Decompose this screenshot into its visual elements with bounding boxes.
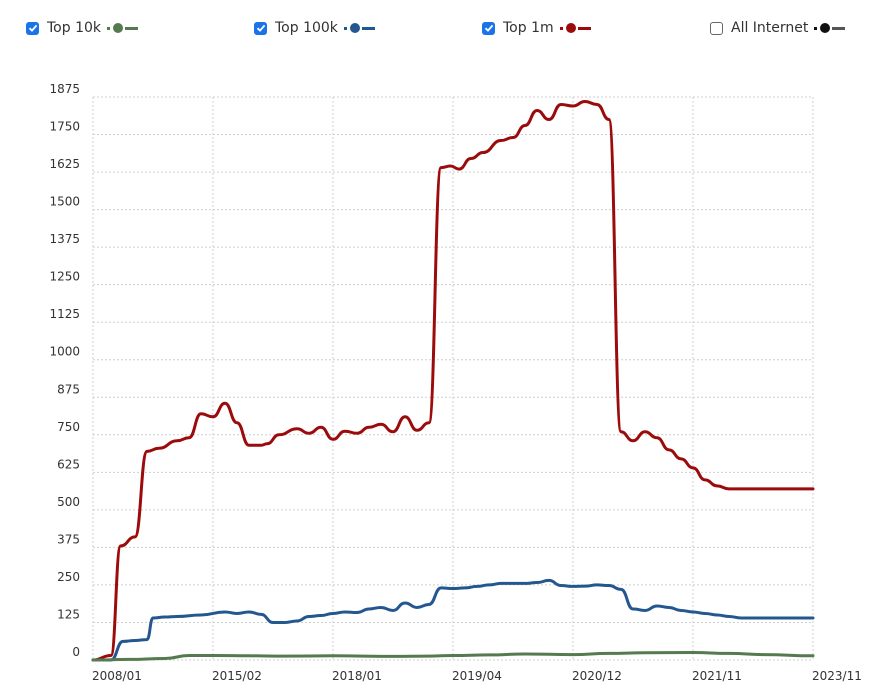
x-tick-label: 2020/12 bbox=[572, 669, 622, 683]
y-tick-label: 875 bbox=[57, 382, 80, 396]
y-tick-label: 250 bbox=[57, 570, 80, 584]
series-swatch-icon bbox=[559, 23, 591, 33]
legend-label: Top 10k bbox=[47, 20, 101, 36]
y-tick-label: 1250 bbox=[49, 270, 80, 284]
y-tick-label: 1125 bbox=[49, 307, 80, 321]
legend-item-top-1m[interactable]: Top 1m bbox=[482, 16, 591, 40]
y-tick-label: 1500 bbox=[49, 195, 80, 209]
x-tick-label: 2008/01 bbox=[92, 669, 142, 683]
y-tick-label: 750 bbox=[57, 420, 80, 434]
checkbox-all-internet[interactable] bbox=[710, 21, 723, 35]
x-tick-label: 2023/11 bbox=[812, 669, 862, 683]
legend-label: Top 1m bbox=[503, 20, 554, 36]
legend-item-all-internet[interactable]: All Internet bbox=[710, 16, 846, 40]
legend-label: Top 100k bbox=[275, 20, 338, 36]
series-swatch-icon bbox=[814, 23, 846, 33]
check-icon bbox=[484, 24, 493, 32]
checkbox-top-10k[interactable] bbox=[26, 21, 39, 35]
legend-item-top-10k[interactable]: Top 10k bbox=[26, 16, 138, 40]
series-line-top-100k[interactable] bbox=[91, 578, 815, 662]
check-icon bbox=[256, 24, 265, 32]
y-tick-label: 375 bbox=[57, 532, 80, 546]
y-tick-label: 1375 bbox=[49, 232, 80, 246]
y-tick-label: 625 bbox=[57, 457, 80, 471]
x-tick-label: 2021/11 bbox=[692, 669, 742, 683]
x-tick-label: 2015/02 bbox=[212, 669, 262, 683]
series-swatch-icon bbox=[343, 23, 375, 33]
y-tick-label: 1875 bbox=[49, 82, 80, 96]
check-icon bbox=[28, 24, 37, 32]
y-tick-label: 1750 bbox=[49, 120, 80, 134]
x-axis: 2008/01 2015/02 2018/01 2019/04 2020/12 2021/… bbox=[92, 669, 862, 683]
y-tick-label: 500 bbox=[57, 495, 80, 509]
series-line-top-10k[interactable] bbox=[91, 650, 815, 662]
legend-label: All Internet bbox=[731, 20, 809, 36]
series-swatch-icon bbox=[107, 23, 138, 33]
y-tick-label: 0 bbox=[72, 645, 80, 659]
x-tick-label: 2019/04 bbox=[452, 669, 502, 683]
legend-item-top-100k[interactable]: Top 100k bbox=[254, 16, 375, 40]
y-axis: 0 125 250 375 500 625 750 875 1000 1125 1250 1375 15… bbox=[49, 82, 80, 659]
y-tick-label: 125 bbox=[57, 607, 80, 621]
series-line-top-1m[interactable] bbox=[91, 100, 815, 662]
x-tick-label: 2018/01 bbox=[332, 669, 382, 683]
y-tick-label: 1000 bbox=[49, 345, 80, 359]
y-tick-label: 1625 bbox=[49, 157, 80, 171]
checkbox-top-100k[interactable] bbox=[254, 21, 267, 35]
grid bbox=[92, 96, 814, 661]
checkbox-top-1m[interactable] bbox=[482, 21, 495, 35]
series-lines bbox=[91, 100, 815, 662]
chart-legend: Top 10k Top 100k Top 1m All Internet bbox=[0, 16, 889, 40]
